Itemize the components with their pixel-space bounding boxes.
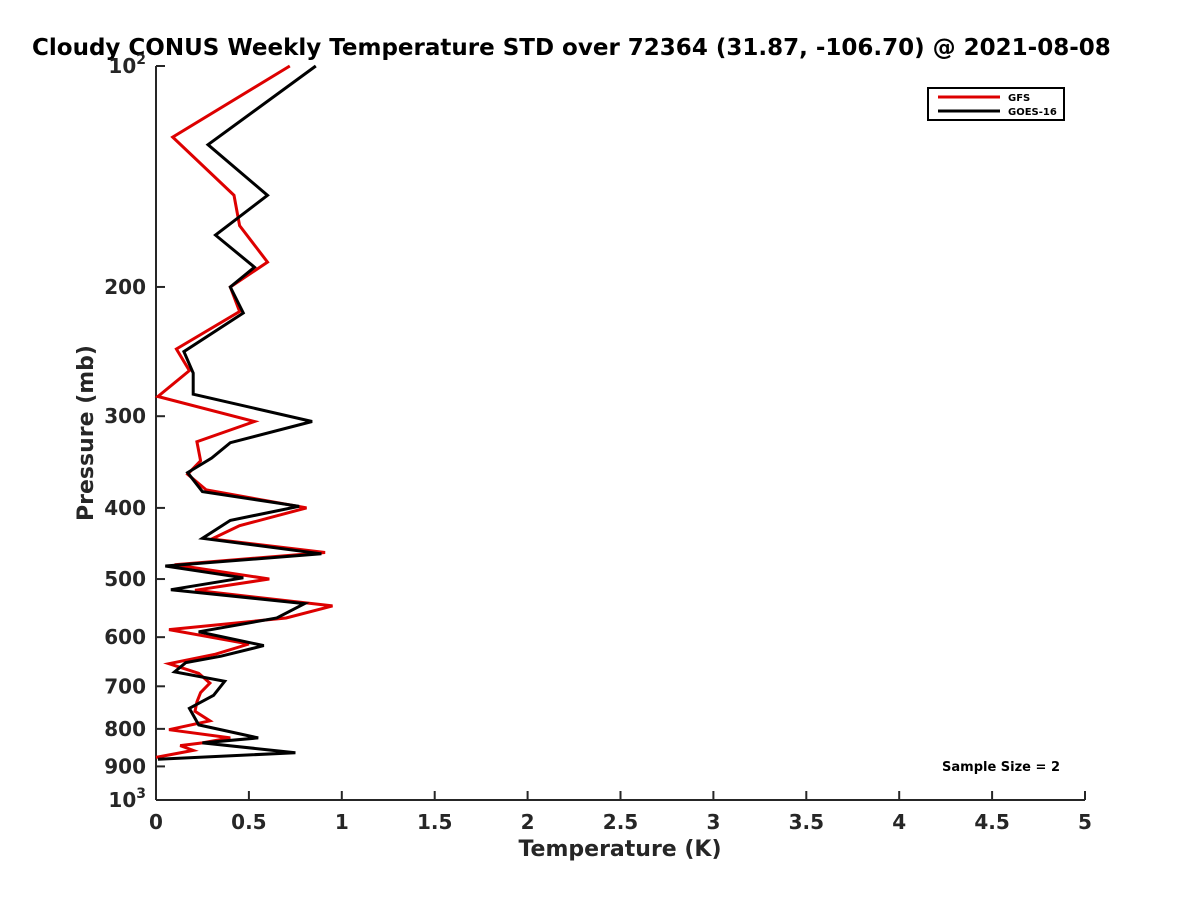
- x-tick-label: 2: [521, 810, 535, 834]
- y-tick-label: 700: [104, 674, 146, 698]
- x-tick-label: 0.5: [231, 810, 266, 834]
- axes: 0 0.5 1 1.5 2 2.5 3 3.5 4 4.5 5 102 200 300 400 500 600 7…: [104, 52, 1092, 834]
- x-tick-label: 4.5: [974, 810, 1009, 834]
- y-tick-label: 300: [104, 404, 146, 428]
- chart-title: Cloudy CONUS Weekly Temperature STD over…: [32, 35, 1111, 61]
- x-axis-label: Temperature (K): [518, 837, 721, 862]
- y-tick-label: 800: [104, 717, 146, 741]
- y-tick-label: 102: [108, 52, 146, 78]
- x-tick-label: 1.5: [417, 810, 452, 834]
- x-tick-label: 0: [149, 810, 163, 834]
- legend-box: [927, 87, 1065, 121]
- x-tick-label: 2.5: [603, 810, 638, 834]
- y-tick-label: 600: [104, 625, 146, 649]
- series-line-gfs: [154, 64, 333, 759]
- x-tick-label: 4: [892, 810, 906, 834]
- y-tick-label: 103: [108, 786, 146, 812]
- sample-size-annotation: Sample Size = 2: [942, 760, 1060, 775]
- y-tick-label: 400: [104, 496, 146, 520]
- y-tick-label: 900: [104, 754, 146, 778]
- y-tick-label: 500: [104, 567, 146, 591]
- x-tick-label: 5: [1078, 810, 1092, 834]
- x-tick-label: 3: [706, 810, 720, 834]
- x-tick-label: 3.5: [789, 810, 824, 834]
- legend-label: GOES-16: [1008, 107, 1057, 118]
- y-axis-label: Pressure (mb): [74, 345, 99, 521]
- series-line-goes-16: [157, 64, 322, 761]
- y-tick-label: 200: [104, 275, 146, 299]
- series-layer: [154, 64, 333, 761]
- legend-label: GFS: [1008, 93, 1030, 104]
- x-tick-label: 1: [335, 810, 349, 834]
- legend: GFS GOES-16: [927, 87, 1065, 121]
